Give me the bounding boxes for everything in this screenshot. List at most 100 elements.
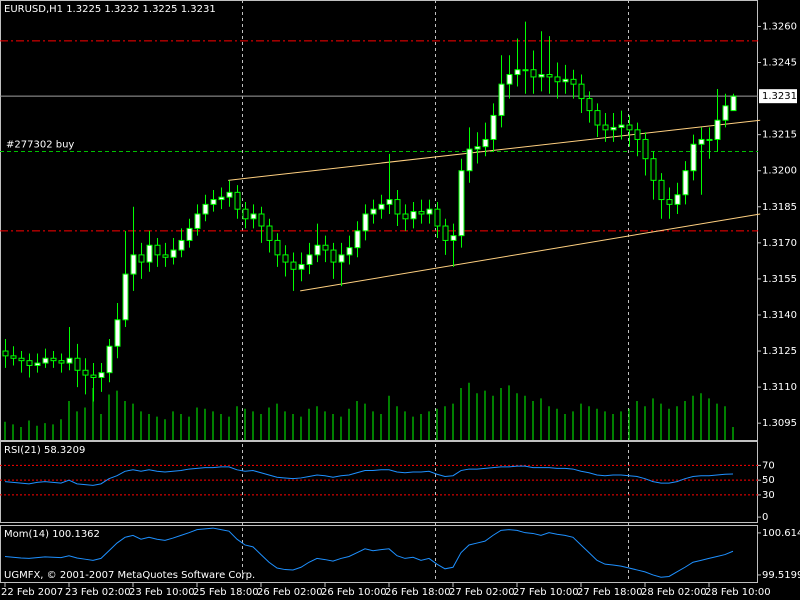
candle-body — [698, 138, 705, 145]
candle-body — [82, 369, 89, 376]
candle-body — [210, 199, 217, 205]
order-label: #277302 buy — [6, 139, 74, 150]
y-tick-label: 100.614 — [762, 528, 800, 539]
candle-body — [578, 83, 585, 100]
candle-body — [122, 273, 129, 321]
candle-body — [258, 213, 265, 227]
candle-body — [186, 227, 193, 241]
copyright: UGMFX, © 2001-2007 MetaQuotes Software C… — [4, 570, 255, 581]
rsi-panel — [0, 441, 758, 523]
candle-body — [274, 239, 281, 256]
candle-body — [706, 138, 713, 141]
candle-body — [146, 244, 153, 263]
candle-body — [458, 170, 465, 237]
candle-body — [602, 124, 609, 131]
candle-body — [450, 235, 457, 241]
candle-body — [98, 372, 105, 378]
candle-body — [482, 138, 489, 148]
candle-body — [66, 357, 73, 364]
x-tick-label: 23 Feb 02:00 — [65, 587, 131, 598]
candle-body — [170, 249, 177, 258]
indicator-title: RSI(21) 58.3209 — [4, 445, 85, 456]
candle-body — [690, 143, 697, 172]
y-tick-label: 1.3185 — [762, 202, 797, 213]
candle-body — [10, 355, 17, 359]
candle-body — [650, 158, 657, 181]
candle-body — [90, 374, 97, 378]
x-tick-label: 28 Feb 10:00 — [705, 587, 771, 598]
bid-label: 1.3231 — [762, 91, 797, 102]
candle-body — [522, 69, 529, 72]
y-tick-label: 1.3110 — [762, 382, 797, 393]
candle-body — [114, 319, 121, 347]
candle-body — [298, 263, 305, 270]
candle-body — [282, 254, 289, 263]
candle-body — [370, 208, 377, 215]
candle-body — [666, 199, 673, 205]
candle-body — [26, 360, 33, 366]
candle-body — [330, 249, 337, 263]
candle-body — [74, 357, 81, 371]
candle-body — [658, 179, 665, 201]
candle-body — [634, 129, 641, 140]
y-tick-label: 1.3125 — [762, 346, 797, 357]
candle-body — [378, 203, 385, 210]
candle-body — [50, 357, 57, 362]
candle-body — [162, 254, 169, 258]
candle-body — [730, 95, 737, 112]
candle-body — [546, 74, 553, 78]
candle-body — [490, 114, 497, 140]
candle-body — [514, 69, 521, 76]
candle-body — [2, 350, 9, 357]
candle-body — [130, 254, 137, 275]
mom-panel — [0, 525, 758, 583]
candle-body — [586, 98, 593, 112]
candle-body — [402, 213, 409, 220]
x-tick-label: 25 Feb 18:00 — [193, 587, 259, 598]
chart-title: EURUSD,H1 1.3225 1.3232 1.3225 1.3231 — [4, 4, 216, 15]
candle-body — [642, 138, 649, 160]
indicator-line — [4, 465, 734, 486]
x-tick-label: 26 Feb 02:00 — [257, 587, 323, 598]
candle-body — [250, 213, 257, 220]
candle-body — [618, 124, 625, 128]
candle-body — [426, 208, 433, 215]
candle-body — [354, 230, 361, 249]
candle-body — [410, 211, 417, 220]
candle-body — [418, 211, 425, 215]
x-tick-label: 28 Feb 02:00 — [641, 587, 707, 598]
y-tick-label: 99.5199 — [762, 570, 800, 581]
candle-body — [682, 170, 689, 196]
y-tick-label: 1.3200 — [762, 166, 797, 177]
x-tick-label: 26 Feb 10:00 — [321, 587, 387, 598]
candle-body — [338, 254, 345, 263]
candle-body — [538, 74, 545, 78]
candle-body — [290, 261, 297, 270]
candle-body — [178, 239, 185, 251]
y-tick-label: 30 — [762, 490, 775, 501]
x-tick-label: 23 Feb 10:00 — [129, 587, 195, 598]
candle-body — [322, 244, 329, 251]
y-tick-label: 0 — [762, 512, 768, 523]
x-tick-label: 26 Feb 18:00 — [385, 587, 451, 598]
candle-body — [18, 357, 25, 362]
y-tick-label: 50 — [762, 475, 775, 486]
candle-body — [194, 213, 201, 229]
candle-body — [570, 78, 577, 85]
candle-body — [34, 362, 41, 366]
candle-body — [442, 225, 449, 241]
candle-body — [218, 196, 225, 201]
candle-body — [562, 78, 569, 83]
candle-body — [610, 126, 617, 131]
candle-body — [306, 254, 313, 265]
candle-body — [506, 74, 513, 85]
candle-body — [530, 69, 537, 78]
y-tick-label: 1.3170 — [762, 238, 797, 249]
bid-box — [759, 89, 797, 104]
trendline — [228, 119, 761, 181]
y-tick-label: 1.3245 — [762, 58, 797, 69]
candle-body — [594, 110, 601, 126]
y-tick-label: 1.3215 — [762, 130, 797, 141]
